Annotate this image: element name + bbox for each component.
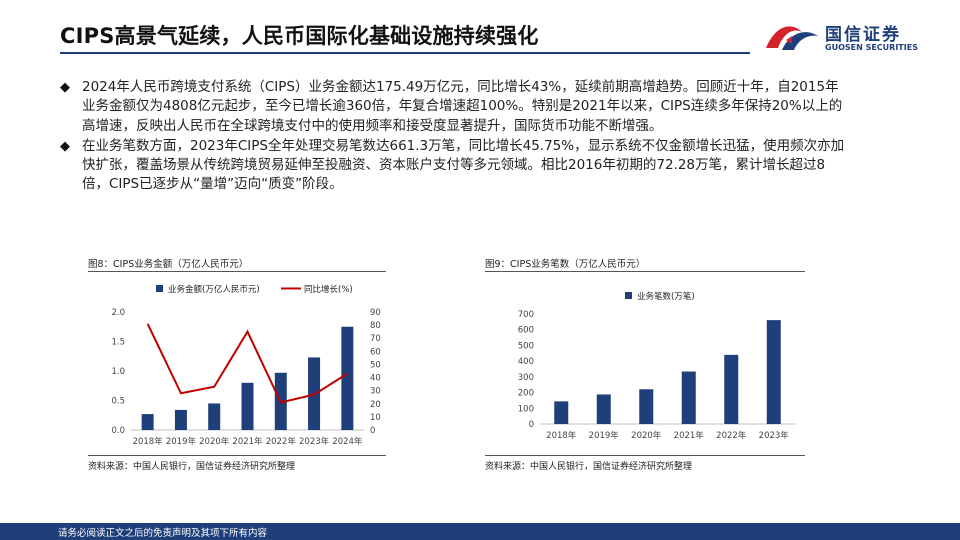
x-tick-label: 2020年 [199, 436, 230, 447]
chart-source: 资料来源：中国人民银行，国信证券经济研究所整理 [88, 462, 296, 472]
x-tick-label: 2023年 [759, 430, 790, 441]
diamond-bullet-icon: ◆ [60, 80, 70, 95]
y-tick-label: 400 [518, 357, 534, 367]
company-logo: 国信证券 GUOSEN SECURITIES [762, 18, 932, 58]
logo-chinese-name: 国信证券 [825, 25, 901, 45]
y-tick-label: 500 [518, 341, 534, 351]
legend-label-amount: 业务金额(万亿人民币元) [168, 284, 260, 295]
y-tick-label: 1.0 [111, 367, 125, 377]
bar-count [596, 394, 611, 424]
legend-swatch-count [625, 292, 632, 299]
y-tick-label: 300 [518, 373, 534, 383]
logo-english-name: GUOSEN SECURITIES [825, 43, 918, 52]
y2-tick-label: 90 [370, 308, 381, 318]
x-tick-label: 2018年 [546, 430, 577, 441]
bar-count [724, 354, 739, 424]
chart-source: 资料来源：中国人民银行，国信证券经济研究所整理 [485, 462, 693, 472]
chart-top-rule [88, 271, 386, 272]
y2-tick-label: 20 [370, 400, 381, 410]
bar-count [766, 320, 781, 424]
legend-label-growth: 同比增长(%) [304, 284, 353, 295]
footer-disclaimer: 请务必阅读正文之后的免责声明及其项下所有内容 [58, 528, 268, 539]
chart-top-rule [485, 271, 805, 272]
bar-amount [174, 409, 187, 430]
y-tick-label: 100 [518, 404, 534, 414]
logo-mark-icon [766, 26, 818, 50]
x-tick-label: 2021年 [674, 430, 705, 441]
title-underline [60, 52, 750, 54]
x-tick-label: 2019年 [166, 436, 197, 447]
cips-amount-chart: 图8：CIPS业务金额（万亿人民币元） 业务金额(万亿人民币元) 同比增长(%) 0… [88, 255, 386, 475]
x-tick-label: 2022年 [716, 430, 747, 441]
y-tick-label: 600 [518, 326, 534, 336]
legend-swatch-amount [156, 285, 163, 292]
y-tick-label: 0.0 [111, 426, 125, 436]
y2-tick-label: 10 [370, 413, 381, 423]
y-tick-label: 2.0 [111, 308, 125, 318]
y2-tick-label: 40 [370, 374, 381, 384]
chart-bottom-rule [485, 455, 805, 456]
y-tick-label: 700 [518, 310, 534, 320]
bullet-item: ◆ 2024年人民币跨境支付系统（CIPS）业务金额达175.49万亿元，同比增… [58, 78, 848, 136]
chart-caption: 图9：CIPS业务笔数（万亿人民币元） [485, 259, 646, 270]
y-tick-label: 0.5 [111, 397, 125, 407]
chart-caption: 图8：CIPS业务金额（万亿人民币元） [88, 259, 249, 270]
bar-amount [241, 382, 254, 430]
page-title: CIPS高景气延续，人民币国际化基础设施持续强化 [60, 24, 539, 48]
y2-tick-label: 70 [370, 334, 381, 344]
diamond-bullet-icon: ◆ [60, 138, 70, 154]
bar-amount [141, 414, 154, 430]
y2-tick-label: 0 [370, 426, 375, 436]
x-tick-label: 2021年 [232, 436, 263, 447]
bullet-text: 2024年人民币跨境支付系统（CIPS）业务金额达175.49万亿元，同比增长4… [82, 79, 843, 134]
y2-tick-label: 50 [370, 360, 381, 370]
bar-count [554, 401, 569, 424]
legend-label-count: 业务笔数(万笔) [637, 291, 695, 302]
bar-amount [341, 326, 354, 430]
bar-amount [208, 403, 221, 430]
y-tick-label: 1.5 [111, 338, 125, 348]
x-tick-label: 2019年 [589, 430, 620, 441]
x-tick-label: 2022年 [266, 436, 297, 447]
bullet-list: ◆ 2024年人民币跨境支付系统（CIPS）业务金额达175.49万亿元，同比增… [58, 78, 848, 196]
x-tick-label: 2023年 [299, 436, 330, 447]
chart-bottom-rule [88, 455, 386, 456]
y-tick-label: 200 [518, 389, 534, 399]
x-tick-label: 2020年 [631, 430, 662, 441]
x-tick-label: 2018年 [133, 436, 164, 447]
bullet-text: 在业务笔数方面，2023年CIPS全年处理交易笔数达661.3万笔，同比增长45… [82, 137, 845, 193]
bar-count [681, 371, 696, 424]
y2-tick-label: 30 [370, 387, 381, 397]
y2-tick-label: 60 [370, 347, 381, 357]
y-tick-label: 0 [529, 420, 534, 430]
chart-canvas: 业务笔数(万笔) 0 100 200 300 400 500 600 700 2018年 2019年… [518, 291, 795, 441]
cips-count-chart: 图9：CIPS业务笔数（万亿人民币元） 业务笔数(万笔) 0 100 200 300 40… [485, 255, 805, 475]
bullet-item: ◆ 在业务笔数方面，2023年CIPS全年处理交易笔数达661.3万笔，同比增长… [58, 137, 848, 195]
y2-tick-label: 80 [370, 321, 381, 331]
footer-bar: 请务必阅读正文之后的免责声明及其项下所有内容 [0, 523, 960, 540]
chart-canvas: 业务金额(万亿人民币元) 同比增长(%) 0.0 0.5 1.0 1.5 2.0 0 10 20 3… [111, 284, 381, 447]
x-tick-label: 2024年 [332, 436, 363, 447]
bar-count [639, 389, 654, 424]
